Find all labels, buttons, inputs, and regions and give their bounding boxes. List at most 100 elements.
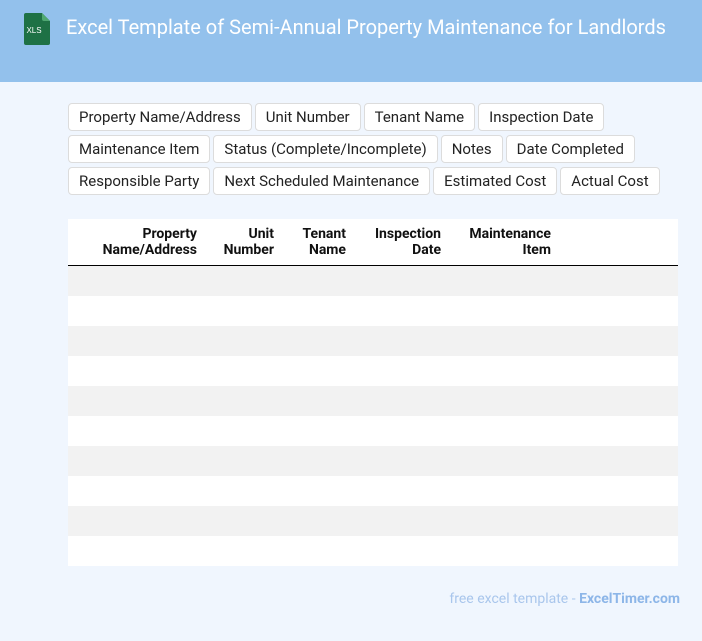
table-cell bbox=[284, 416, 356, 446]
table-row bbox=[68, 326, 678, 356]
header: XLS Excel Template of Semi-Annual Proper… bbox=[0, 0, 702, 82]
table-cell bbox=[207, 356, 284, 386]
table-cell bbox=[561, 506, 678, 536]
table-cell bbox=[451, 386, 561, 416]
table-cell bbox=[561, 386, 678, 416]
table-row bbox=[68, 265, 678, 296]
tag[interactable]: Notes bbox=[440, 135, 503, 163]
table-cell bbox=[284, 446, 356, 476]
table-cell bbox=[451, 446, 561, 476]
table-cell bbox=[356, 536, 451, 566]
table-wrapper: Property Name/Address Unit Number Tenant N… bbox=[68, 219, 678, 566]
table-cell bbox=[207, 476, 284, 506]
table-cell bbox=[561, 446, 678, 476]
table-row bbox=[68, 356, 678, 386]
table-cell bbox=[284, 265, 356, 296]
table-cell bbox=[68, 265, 207, 296]
table-cell bbox=[68, 386, 207, 416]
table-cell bbox=[207, 446, 284, 476]
table-row bbox=[68, 536, 678, 566]
table-cell bbox=[561, 416, 678, 446]
table-row bbox=[68, 386, 678, 416]
tag[interactable]: Status (Complete/Incomplete) bbox=[213, 135, 438, 163]
table-cell bbox=[451, 416, 561, 446]
tag[interactable]: Next Scheduled Maintenance bbox=[213, 167, 431, 195]
table-row bbox=[68, 506, 678, 536]
column-header: Inspection Date bbox=[356, 219, 451, 266]
table-cell bbox=[451, 265, 561, 296]
table-cell bbox=[356, 326, 451, 356]
table-cell bbox=[356, 265, 451, 296]
table-cell bbox=[561, 536, 678, 566]
table-cell bbox=[451, 536, 561, 566]
column-header: Status (Complete/Incomplete) bbox=[561, 219, 678, 266]
table-cell bbox=[451, 326, 561, 356]
table-cell bbox=[68, 476, 207, 506]
tag[interactable]: Tenant Name bbox=[363, 103, 476, 131]
table-cell bbox=[561, 356, 678, 386]
tag-list: Property Name/Address Unit Number Tenant N… bbox=[68, 103, 668, 195]
table-cell bbox=[207, 326, 284, 356]
column-header: Maintenance Item bbox=[451, 219, 561, 266]
table-cell bbox=[68, 416, 207, 446]
table-cell bbox=[451, 356, 561, 386]
table-body bbox=[68, 265, 678, 567]
table-cell bbox=[561, 476, 678, 506]
table-cell bbox=[284, 476, 356, 506]
icon-label: XLS bbox=[26, 26, 41, 35]
table-cell bbox=[68, 446, 207, 476]
tag[interactable]: Estimated Cost bbox=[433, 167, 558, 195]
table-cell bbox=[356, 416, 451, 446]
column-header: Unit Number bbox=[207, 219, 284, 266]
title: Excel Template of Semi-Annual Property M… bbox=[66, 15, 666, 39]
tag[interactable]: Inspection Date bbox=[478, 103, 605, 131]
tag[interactable]: Date Completed bbox=[505, 135, 635, 163]
table-cell bbox=[356, 386, 451, 416]
table-cell bbox=[561, 296, 678, 326]
footer: free excel template - ExcelTimer.com bbox=[449, 591, 680, 607]
table-cell bbox=[207, 416, 284, 446]
table-cell bbox=[284, 506, 356, 536]
table-cell bbox=[68, 296, 207, 326]
table-cell bbox=[68, 356, 207, 386]
tag[interactable]: Responsible Party bbox=[68, 167, 211, 195]
tag[interactable]: Property Name/Address bbox=[68, 103, 252, 131]
table-cell bbox=[68, 326, 207, 356]
table-cell bbox=[561, 326, 678, 356]
table-cell bbox=[356, 476, 451, 506]
table-cell bbox=[284, 536, 356, 566]
table-cell bbox=[68, 536, 207, 566]
table: Property Name/Address Unit Number Tenant N… bbox=[68, 219, 678, 566]
xls-icon: XLS bbox=[24, 13, 50, 45]
footer-link[interactable]: ExcelTimer.com bbox=[579, 591, 680, 607]
table-cell bbox=[284, 296, 356, 326]
table-cell bbox=[284, 326, 356, 356]
column-header: Tenant Name bbox=[284, 219, 356, 266]
table-cell bbox=[284, 386, 356, 416]
table-cell bbox=[356, 296, 451, 326]
table-row bbox=[68, 296, 678, 326]
table-cell bbox=[207, 296, 284, 326]
table-cell bbox=[356, 506, 451, 536]
tag[interactable]: Actual Cost bbox=[560, 167, 660, 195]
tag[interactable]: Unit Number bbox=[254, 103, 361, 131]
table-row bbox=[68, 416, 678, 446]
column-header: Property Name/Address bbox=[68, 219, 207, 266]
tag[interactable]: Maintenance Item bbox=[68, 135, 211, 163]
footer-text: free excel template - bbox=[449, 591, 580, 607]
table-cell bbox=[207, 386, 284, 416]
table-cell bbox=[451, 476, 561, 506]
table-cell bbox=[207, 536, 284, 566]
table-cell bbox=[356, 446, 451, 476]
table-cell bbox=[207, 506, 284, 536]
table-row bbox=[68, 476, 678, 506]
table-cell bbox=[207, 265, 284, 296]
table-row bbox=[68, 446, 678, 476]
table-cell bbox=[451, 506, 561, 536]
table-cell bbox=[284, 356, 356, 386]
table-cell bbox=[68, 506, 207, 536]
table-cell bbox=[561, 265, 678, 296]
table-cell bbox=[451, 296, 561, 326]
table-cell bbox=[356, 356, 451, 386]
